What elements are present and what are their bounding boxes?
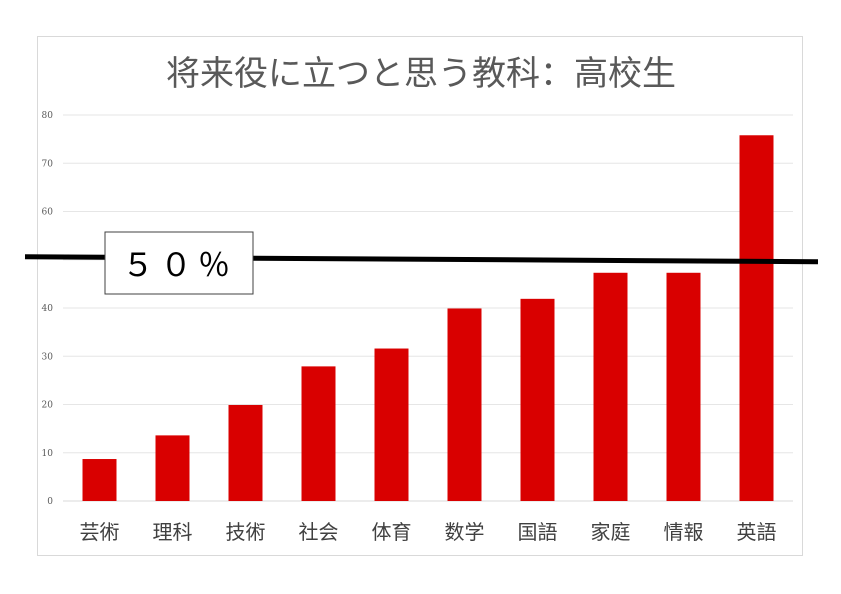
x-tick-label: 情報	[664, 520, 704, 544]
bars	[82, 135, 774, 501]
y-axis-ticks: 0 10 20 30 40 60 70 80	[42, 111, 54, 507]
bar-3	[301, 366, 336, 501]
x-tick-label: 芸術	[80, 520, 120, 544]
y-tick-label: 0	[47, 497, 53, 507]
x-tick-label: 技術	[226, 520, 266, 544]
x-tick-label: 社会	[299, 520, 339, 544]
y-tick-label: 70	[42, 159, 54, 169]
y-tick-label: 10	[42, 449, 54, 459]
bar-chart: 将来役に立つと思う教科：高校生 0 10 20 30 40 60 70 80 芸術 理科 技術 社会…	[42, 54, 793, 544]
bar-9	[739, 135, 774, 501]
bar-0	[82, 459, 117, 501]
chart-frame: 将来役に立つと思う教科：高校生 0 10 20 30 40 60 70 80 芸術 理科 技術 社会…	[37, 36, 803, 556]
x-axis-ticks: 芸術 理科 技術 社会 体育 数学 国語 家庭 情報 英語	[80, 520, 777, 544]
bar-8	[666, 272, 701, 501]
bar-4	[374, 348, 409, 501]
x-tick-label: 理科	[153, 520, 193, 544]
bar-1	[155, 435, 190, 501]
x-tick-label: 英語	[737, 520, 777, 544]
bar-5	[447, 308, 482, 501]
bar-7	[593, 272, 628, 501]
chart-title: 将来役に立つと思う教科：高校生	[166, 54, 676, 94]
x-tick-label: 国語	[518, 520, 558, 544]
x-tick-label: 数学	[445, 520, 485, 544]
y-tick-label: 40	[42, 304, 54, 314]
y-tick-label: 30	[42, 352, 54, 362]
y-tick-label: 80	[42, 111, 54, 121]
x-tick-label: 家庭	[591, 520, 631, 544]
y-tick-label: 60	[42, 208, 54, 218]
bar-6	[520, 298, 555, 501]
x-tick-label: 体育	[372, 520, 412, 544]
bar-2	[228, 404, 263, 501]
y-tick-label: 20	[42, 401, 54, 411]
